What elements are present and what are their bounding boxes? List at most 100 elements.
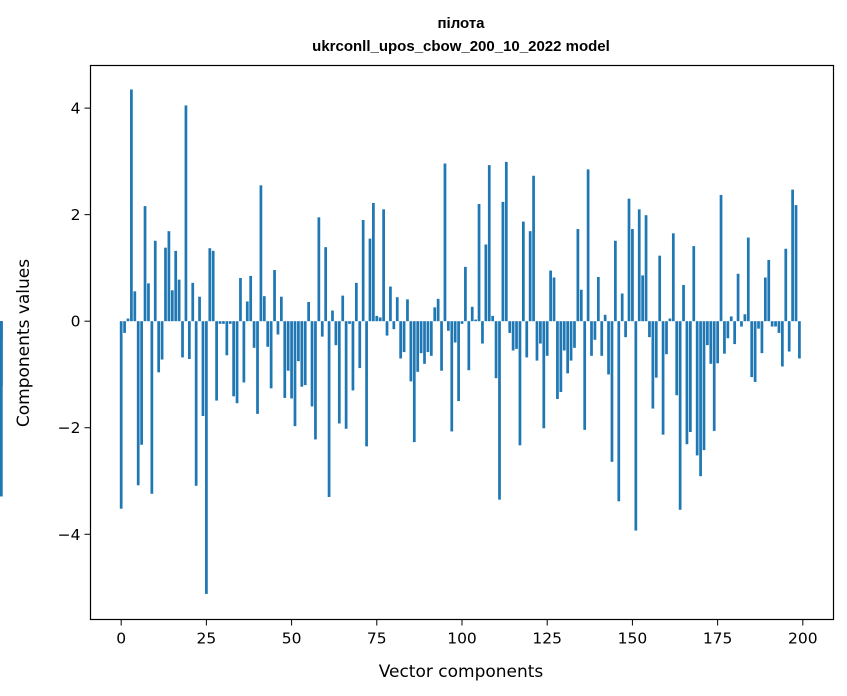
bar-29 bbox=[218, 321, 222, 324]
bar-47 bbox=[280, 296, 283, 322]
bar-38 bbox=[249, 275, 253, 322]
bar-95 bbox=[443, 163, 447, 322]
bar-195 bbox=[784, 248, 788, 322]
bar-126 bbox=[549, 270, 552, 322]
x-tick-label: 125 bbox=[532, 630, 562, 648]
bar-87 bbox=[416, 321, 420, 372]
bar-34 bbox=[235, 321, 239, 404]
bars-group bbox=[0, 89, 801, 594]
bar-85 bbox=[409, 321, 413, 382]
bar-64 bbox=[337, 321, 341, 424]
bar-60 bbox=[324, 247, 328, 322]
bar-33 bbox=[232, 321, 236, 397]
bar-141 bbox=[600, 321, 604, 356]
bar-169 bbox=[695, 321, 699, 456]
bar-159 bbox=[661, 321, 665, 435]
bar-120 bbox=[528, 231, 532, 322]
bar-121 bbox=[532, 175, 535, 322]
bar-145 bbox=[614, 240, 617, 322]
bar-65 bbox=[341, 295, 345, 322]
bar-174 bbox=[712, 321, 716, 431]
bar-105 bbox=[477, 204, 481, 322]
bar-4 bbox=[133, 291, 137, 322]
x-tick-label: 25 bbox=[197, 630, 217, 648]
bar-172 bbox=[706, 321, 709, 346]
bar-161 bbox=[668, 318, 672, 322]
bar-192 bbox=[774, 321, 777, 327]
bar-80 bbox=[392, 321, 396, 330]
bar-142 bbox=[603, 314, 607, 322]
bar-88 bbox=[419, 321, 423, 354]
bar-191 bbox=[770, 321, 774, 327]
bar-8 bbox=[147, 283, 150, 322]
bar-76 bbox=[378, 317, 382, 322]
y-tick-label: 0 bbox=[71, 313, 81, 331]
bar-134 bbox=[576, 229, 580, 322]
bar-135 bbox=[579, 289, 583, 322]
bar-167 bbox=[688, 321, 692, 432]
y-tick-label: −2 bbox=[58, 419, 81, 437]
bar-40 bbox=[256, 321, 259, 414]
bar-46 bbox=[276, 321, 280, 335]
y-tick-label: −4 bbox=[58, 526, 81, 544]
bar-91 bbox=[429, 321, 433, 356]
bar-20 bbox=[187, 321, 191, 360]
bar-72 bbox=[365, 321, 368, 447]
bar-154 bbox=[644, 215, 648, 322]
bar-166 bbox=[685, 321, 689, 445]
bar-131 bbox=[566, 321, 570, 374]
bar-18 bbox=[181, 321, 184, 358]
bar-144 bbox=[610, 321, 614, 462]
bar-119 bbox=[525, 321, 529, 358]
y-tick-label: 4 bbox=[71, 100, 81, 118]
bar-170 bbox=[699, 321, 702, 477]
bar-196 bbox=[787, 321, 791, 352]
bar-165 bbox=[682, 284, 685, 322]
bar-139 bbox=[593, 321, 597, 340]
bar-187 bbox=[757, 321, 760, 329]
bar-160 bbox=[665, 321, 668, 355]
bar-11 bbox=[157, 321, 161, 373]
bar-146 bbox=[617, 321, 621, 502]
bar-44 bbox=[269, 321, 273, 389]
bar-66 bbox=[344, 321, 348, 429]
bar-117 bbox=[518, 321, 522, 446]
bar-53 bbox=[300, 321, 304, 387]
bar-127 bbox=[552, 277, 556, 322]
bar-24 bbox=[201, 321, 205, 417]
bar-103 bbox=[470, 306, 474, 322]
bar-143 bbox=[607, 321, 610, 375]
bar-70 bbox=[358, 321, 362, 369]
bar-99 bbox=[457, 321, 460, 402]
bar-10 bbox=[153, 240, 157, 322]
bar-35 bbox=[239, 278, 242, 322]
bar-93 bbox=[436, 298, 440, 322]
bar-168 bbox=[692, 246, 696, 322]
bar-71 bbox=[361, 219, 365, 322]
bar-118 bbox=[521, 221, 525, 322]
bar-115 bbox=[511, 321, 515, 351]
bar-83 bbox=[402, 321, 406, 353]
bar-67 bbox=[348, 321, 351, 324]
bar-97 bbox=[450, 321, 454, 432]
bar-77 bbox=[382, 209, 385, 322]
bar-57 bbox=[314, 321, 317, 440]
bar-36 bbox=[242, 321, 246, 383]
bar-122 bbox=[535, 321, 539, 361]
x-tick-label: 100 bbox=[447, 630, 477, 648]
bar-138 bbox=[590, 321, 593, 356]
x-tick-label: 75 bbox=[367, 630, 387, 648]
bar-92 bbox=[433, 307, 437, 322]
bar-150 bbox=[631, 229, 634, 322]
bar-164 bbox=[678, 321, 682, 510]
bar-63 bbox=[334, 321, 338, 346]
bar-52 bbox=[297, 321, 300, 362]
bar-152 bbox=[637, 209, 641, 322]
bar-58 bbox=[317, 217, 321, 322]
bar-17 bbox=[177, 279, 181, 322]
bar-175 bbox=[716, 321, 719, 364]
bar-123 bbox=[539, 321, 542, 344]
bar-190 bbox=[767, 259, 771, 322]
bar-129 bbox=[559, 321, 563, 393]
